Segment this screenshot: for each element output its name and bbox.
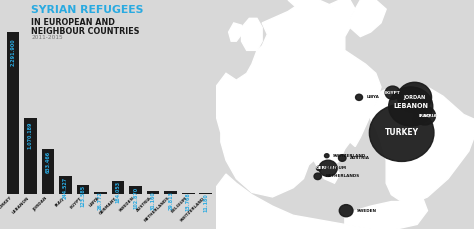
- Text: 26.772: 26.772: [98, 192, 103, 210]
- Text: LIBYA: LIBYA: [89, 196, 100, 208]
- Circle shape: [398, 82, 431, 112]
- Text: SWITZERLAND: SWITZERLAND: [333, 154, 366, 158]
- Text: LEBANON: LEBANON: [393, 104, 428, 109]
- Polygon shape: [412, 111, 422, 125]
- Text: SWEDEN: SWEDEN: [357, 209, 377, 213]
- Circle shape: [389, 87, 433, 126]
- Bar: [7, 32, 19, 194]
- Polygon shape: [216, 174, 371, 229]
- Text: SWEDEN: SWEDEN: [118, 196, 136, 213]
- Circle shape: [319, 160, 337, 176]
- Bar: [77, 185, 89, 194]
- Text: EGYPT: EGYPT: [70, 196, 83, 209]
- Text: AUSTRIA: AUSTRIA: [350, 156, 370, 160]
- Polygon shape: [329, 0, 355, 18]
- Text: 31.160: 31.160: [151, 191, 155, 210]
- Polygon shape: [216, 5, 381, 197]
- Text: 123.585: 123.585: [81, 185, 85, 207]
- Text: TURKEY: TURKEY: [385, 128, 419, 137]
- Text: BELGIUM: BELGIUM: [171, 196, 188, 214]
- Text: TURKEY: TURKEY: [0, 196, 13, 212]
- Circle shape: [414, 106, 436, 125]
- Bar: [164, 191, 177, 194]
- Text: 633.466: 633.466: [46, 151, 50, 173]
- Polygon shape: [345, 197, 428, 229]
- Text: 29.813: 29.813: [168, 191, 173, 210]
- Text: BELGIUM: BELGIUM: [325, 166, 346, 170]
- Bar: [59, 176, 72, 194]
- Text: 11.180: 11.180: [203, 193, 208, 212]
- Text: 2011-2015: 2011-2015: [31, 35, 63, 40]
- Bar: [129, 186, 142, 194]
- Text: GERMANY: GERMANY: [316, 166, 340, 170]
- Circle shape: [338, 155, 346, 161]
- Text: EGYPT: EGYPT: [385, 91, 401, 95]
- Bar: [182, 193, 194, 194]
- Circle shape: [314, 173, 321, 180]
- Text: IRAQ: IRAQ: [55, 196, 65, 207]
- Bar: [112, 181, 124, 194]
- Text: GERMANY: GERMANY: [99, 196, 118, 215]
- Text: NETHERLANDS: NETHERLANDS: [325, 174, 359, 178]
- Circle shape: [356, 94, 363, 101]
- Circle shape: [385, 86, 400, 99]
- Text: JORDAN: JORDAN: [32, 196, 48, 212]
- Text: 2.291.900: 2.291.900: [10, 39, 15, 66]
- Bar: [42, 149, 54, 194]
- Text: 1.070.189: 1.070.189: [28, 121, 33, 149]
- Text: NEIGHBOUR COUNTRIES: NEIGHBOUR COUNTRIES: [31, 27, 140, 35]
- Text: NETHERLANDS: NETHERLANDS: [144, 196, 171, 223]
- Text: 102.870: 102.870: [133, 187, 138, 209]
- Bar: [94, 192, 107, 194]
- Text: LEBANON: LEBANON: [12, 196, 30, 215]
- Text: 244.527: 244.527: [63, 177, 68, 199]
- Text: AUSTRIA: AUSTRIA: [136, 196, 153, 213]
- Text: LIBYA: LIBYA: [366, 95, 379, 99]
- Polygon shape: [371, 87, 474, 202]
- Polygon shape: [241, 18, 262, 50]
- Polygon shape: [350, 0, 386, 37]
- Circle shape: [339, 205, 353, 217]
- Polygon shape: [228, 23, 241, 41]
- Text: SYRIA: SYRIA: [422, 114, 437, 118]
- Bar: [200, 193, 212, 194]
- Text: IN EUROPEAN AND: IN EUROPEAN AND: [31, 18, 115, 27]
- Bar: [147, 191, 159, 194]
- Text: SWITZERLAND: SWITZERLAND: [180, 196, 206, 222]
- Circle shape: [325, 154, 329, 158]
- Text: 13.768: 13.768: [186, 193, 191, 211]
- Polygon shape: [288, 0, 335, 27]
- Circle shape: [317, 166, 321, 171]
- Text: JORDAN: JORDAN: [403, 95, 426, 100]
- Text: 184.053: 184.053: [116, 181, 120, 203]
- Text: SYRIAN REFUGEES: SYRIAN REFUGEES: [31, 5, 144, 15]
- Text: IRAQ: IRAQ: [419, 114, 431, 118]
- Bar: [24, 118, 37, 194]
- Circle shape: [369, 104, 434, 161]
